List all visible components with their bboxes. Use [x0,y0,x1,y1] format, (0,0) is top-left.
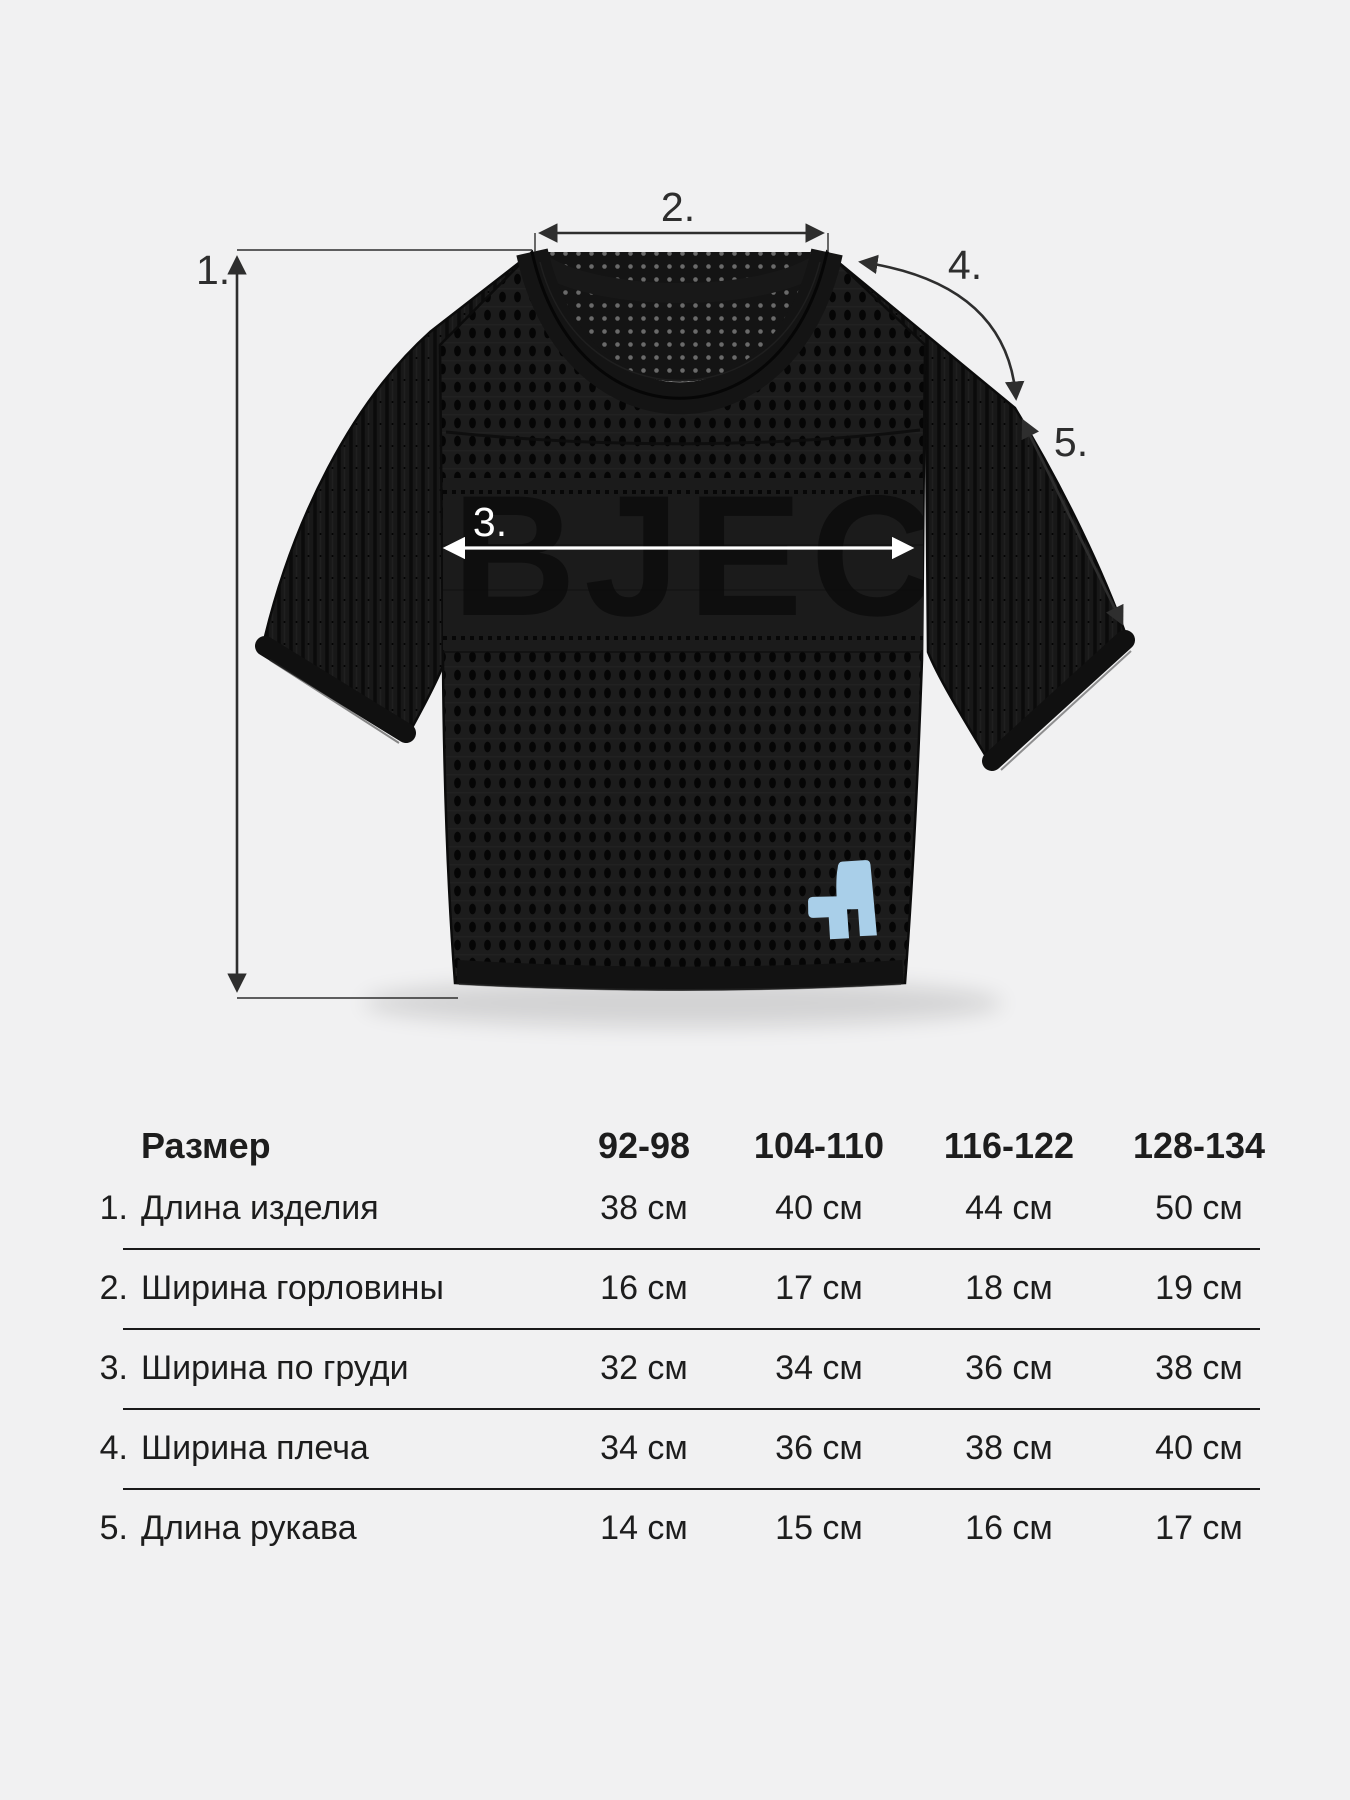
annotation-label-4: 4. [948,242,982,288]
cell-value: 34 см [600,1429,688,1467]
cell-value: 19 см [1155,1269,1243,1307]
cell-value: 34 см [775,1349,863,1387]
table-row-length: 1. Длина изделия 38 см 40 см 44 см 50 см [0,1186,1350,1230]
cell-value: 38 см [1155,1349,1243,1387]
row-label: Ширина по груди [141,1349,409,1387]
measure-line-2-neck-width [534,223,829,252]
cell-value: 17 см [775,1269,863,1307]
cell-value: 16 см [600,1269,688,1307]
row-label: Ширина плеча [141,1429,369,1467]
chest-knit-text: OBJECT [310,460,1056,652]
gorilla-logo-icon [808,860,877,940]
tshirt-illustration: OBJECT [196,184,1135,1027]
cell-value: 36 см [775,1429,863,1467]
row-number: 4. [99,1429,128,1467]
table-row-sleeve-length: 5. Длина рукава 14 см 15 см 16 см 17 см [0,1506,1350,1550]
neckline [516,248,843,415]
table-row-shoulder-width: 4. Ширина плеча 34 см 36 см 38 см 40 см [0,1426,1350,1470]
hem-band [456,960,904,991]
row-divider [123,1328,1260,1330]
annotation-label-5: 5. [1054,419,1088,465]
cell-value: 40 см [775,1189,863,1227]
cell-value: 17 см [1155,1509,1243,1547]
cell-value: 15 см [775,1509,863,1547]
cell-value: 50 см [1155,1189,1243,1227]
row-number: 5. [99,1509,128,1547]
cell-value: 44 см [965,1189,1053,1227]
table-row-neck-width: 2. Ширина горловины 16 см 17 см 18 см 19… [0,1266,1350,1310]
row-divider [123,1488,1260,1490]
measurement-annotations [227,223,1124,999]
cell-value: 36 см [965,1349,1053,1387]
cell-value: 14 см [600,1509,688,1547]
row-label: Длина изделия [141,1189,379,1227]
row-label: Ширина горловины [141,1269,444,1307]
size-column-title: Размер [141,1125,271,1166]
row-number: 2. [99,1269,128,1307]
row-label: Длина рукава [141,1509,357,1547]
annotation-label-3: 3. [473,499,507,545]
size-col-4: 128-134 [1132,1125,1266,1166]
table-row-chest-width: 3. Ширина по груди 32 см 34 см 36 см 38 … [0,1346,1350,1390]
table-header-row: Размер 92-98 104-110 116-122 128-134 [0,1124,1350,1168]
size-col-3: 116-122 [943,1125,1075,1166]
annotation-label-2: 2. [661,184,695,230]
cell-value: 18 см [965,1269,1053,1307]
cell-value: 32 см [600,1349,688,1387]
cell-value: 38 см [600,1189,688,1227]
row-divider [123,1248,1260,1250]
garment-shadow [363,979,1003,1027]
chest-knit-band: OBJECT [310,460,1056,652]
product-photo: OBJECT [196,184,1135,1027]
brand-logo-patch [808,860,877,940]
row-number: 3. [99,1349,128,1387]
annotation-label-1: 1. [196,247,230,293]
cell-value: 38 см [965,1429,1053,1467]
cell-value: 40 см [1155,1429,1243,1467]
row-number: 1. [99,1189,128,1227]
size-col-2: 104-110 [753,1125,885,1166]
row-divider [123,1408,1260,1410]
measure-line-5-sleeve [1021,418,1124,626]
measure-line-4-shoulder [858,254,1025,401]
cell-value: 16 см [965,1509,1053,1547]
size-col-1: 92-98 [597,1125,691,1166]
measure-line-1-length [227,249,532,999]
